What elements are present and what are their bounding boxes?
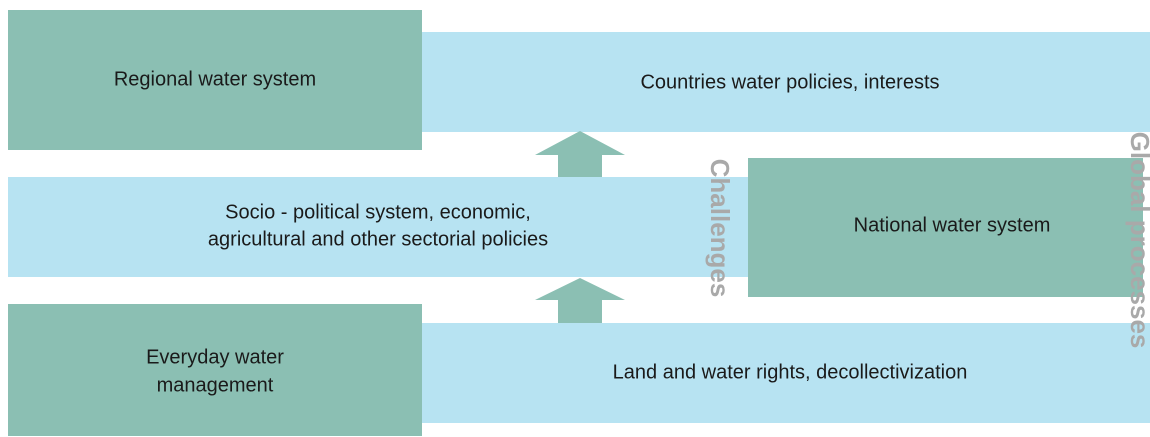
land-band — [422, 323, 1150, 423]
everyday-box — [8, 304, 422, 436]
arrow-up — [535, 278, 625, 323]
side-label: Global processes — [1125, 132, 1150, 349]
national-box — [748, 158, 1143, 297]
regional-box — [8, 10, 422, 150]
box-label: Regional water system — [114, 68, 316, 90]
box-label: management — [157, 374, 274, 396]
socio-band — [8, 177, 748, 277]
box-label: agricultural and other sectorial policie… — [208, 228, 548, 250]
box-label: Socio - political system, economic, — [225, 201, 531, 223]
side-label: Challenges — [705, 159, 735, 298]
countries-band — [422, 32, 1150, 132]
box-label: Everyday water — [146, 346, 284, 368]
arrow-up — [535, 131, 625, 177]
box-label: Land and water rights, decollectivizatio… — [613, 361, 968, 383]
box-label: National water system — [854, 214, 1051, 236]
box-label: Countries water policies, interests — [640, 71, 939, 93]
